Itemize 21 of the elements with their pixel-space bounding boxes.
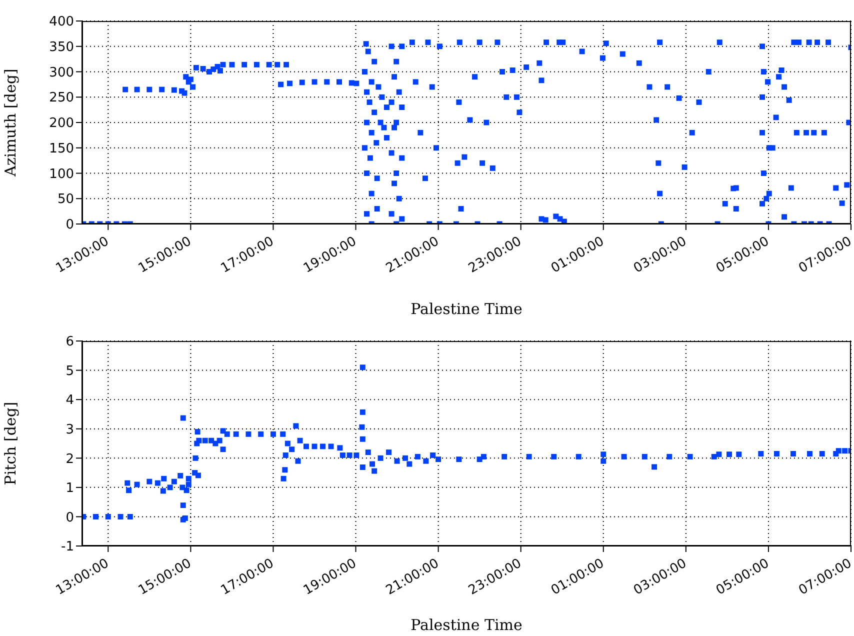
- y-tick-label: 5: [66, 364, 74, 379]
- y-tick-label: 0: [66, 510, 74, 526]
- y-tick-label: 200: [49, 116, 74, 132]
- y-tick-label: 100: [49, 166, 74, 182]
- y-tick-label: 3: [66, 422, 74, 438]
- y-tick-label: 1: [66, 481, 74, 496]
- y-axis-title: Azimuth [deg]: [1, 68, 20, 178]
- y-tick-label: 4: [66, 393, 74, 408]
- y-tick-label: -1: [61, 540, 74, 555]
- y-tick-label: 350: [49, 40, 74, 55]
- y-tick-label: 300: [49, 65, 74, 80]
- y-tick-label: 2: [66, 452, 74, 467]
- y-axis-title: Pitch [deg]: [1, 402, 20, 486]
- x-axis-title: Palestine Time: [410, 616, 522, 634]
- y-tick-label: 150: [49, 141, 74, 156]
- y-tick-label: 50: [57, 192, 74, 208]
- y-tick-label: 0: [66, 218, 74, 233]
- y-tick-label: 400: [49, 14, 74, 30]
- x-axis-title: Palestine Time: [410, 300, 522, 318]
- y-tick-label: 250: [49, 90, 74, 106]
- y-tick-label: 6: [66, 334, 74, 350]
